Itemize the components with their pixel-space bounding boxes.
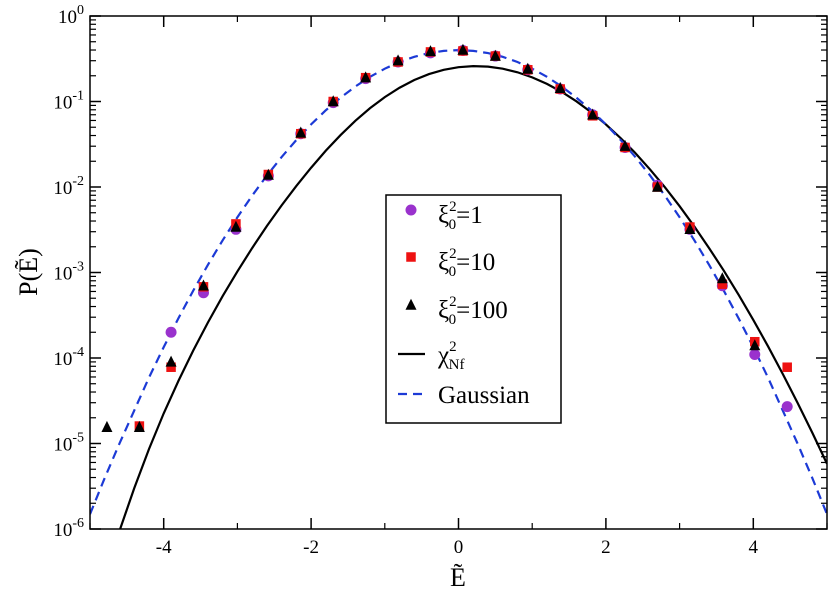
y-tick-label: 10-2 — [53, 174, 84, 199]
y-tick-label: 10-3 — [53, 260, 84, 285]
data-point-triangle — [651, 180, 663, 192]
y-tick-label: 10-4 — [53, 345, 84, 370]
data-point-triangle — [101, 420, 113, 432]
x-tick-label: 2 — [601, 537, 611, 558]
x-tick-label: -4 — [156, 537, 172, 558]
legend-label: χ2 Nf — [437, 339, 464, 373]
data-point-square — [717, 279, 728, 289]
marker-layer — [101, 43, 793, 432]
data-point-triangle — [262, 168, 274, 180]
legend-label: ξ2 0=10 — [438, 246, 495, 280]
legend-label: ξ2 0=1 — [438, 199, 483, 233]
data-point-triangle — [457, 43, 469, 55]
x-tick-label: 4 — [749, 537, 759, 558]
data-point-circle — [165, 326, 177, 338]
y-tick-label: 10-6 — [53, 516, 84, 541]
data-point-triangle — [165, 355, 177, 367]
data-point-triangle — [392, 54, 404, 66]
legend-label: ξ2 0=100 — [438, 294, 508, 328]
x-axis-title: Ẽ — [450, 563, 466, 592]
data-point-triangle — [133, 420, 145, 432]
y-tick-label: 10-5 — [53, 431, 84, 456]
y-axis-title: P(Ẽ) — [14, 248, 43, 296]
data-point-triangle — [424, 45, 436, 57]
data-point-triangle — [749, 339, 761, 351]
tick-layer: -4 -2 0 2 4 10-6 10-5 10-4 10-3 10-2 10-1 100 — [53, 3, 828, 558]
x-tick-label: -2 — [303, 537, 319, 558]
series-line-chi2 — [118, 65, 827, 529]
data-point-circle — [405, 204, 417, 216]
data-point-triangle — [197, 279, 209, 291]
data-point-triangle — [360, 71, 372, 83]
data-point-circle — [781, 401, 793, 413]
data-point-triangle — [716, 272, 728, 284]
data-point-triangle — [619, 139, 631, 151]
data-point-square — [406, 252, 416, 262]
data-point-triangle — [327, 95, 339, 107]
data-point-triangle — [554, 81, 566, 93]
data-point-triangle — [295, 126, 307, 138]
data-point-square — [166, 362, 176, 372]
y-tick-label: 100 — [58, 3, 84, 28]
x-tick-label: 0 — [454, 537, 464, 558]
data-point-triangle — [522, 62, 534, 74]
data-point-square — [782, 362, 792, 372]
data-point-triangle — [405, 298, 417, 310]
data-point-triangle — [230, 220, 242, 232]
data-point-triangle — [684, 223, 696, 235]
legend: ξ2 0=1 ξ2 0=10 ξ2 0=100 χ2 Nf Gaussian — [385, 194, 562, 424]
data-point-triangle — [489, 49, 501, 61]
y-tick-label: 10-1 — [53, 89, 84, 114]
legend-label: Gaussian — [438, 382, 530, 409]
data-point-triangle — [587, 108, 599, 120]
data-point-circle — [749, 348, 761, 360]
